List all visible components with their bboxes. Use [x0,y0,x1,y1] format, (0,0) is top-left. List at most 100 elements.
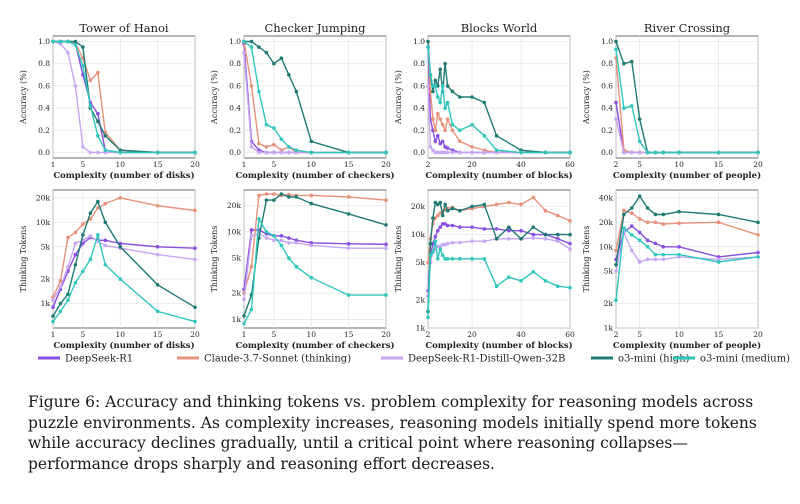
data-point [645,257,650,262]
data-point [279,137,284,141]
data-point [716,220,721,225]
data-point [73,230,78,235]
data-point [81,222,85,226]
data-point [431,216,435,220]
data-point [155,309,160,314]
data-point [96,111,100,116]
y-tick-label: 1k [41,299,51,308]
data-point [81,145,85,149]
data-point [543,208,548,213]
data-point [614,47,618,52]
data-point [629,59,634,64]
x-tick-label: 40 [516,160,526,169]
y-tick-label: 1k [604,324,614,333]
data-point [614,298,618,302]
x-tick-label: 2 [426,160,431,169]
data-point [445,208,450,213]
x-tick-label: 60 [565,160,575,169]
data-point [431,117,435,121]
data-point [287,150,291,155]
data-point [272,150,276,155]
y-tick-label: 0.0 [601,148,613,157]
x-tick-label: 10 [674,330,684,339]
data-point [677,150,681,155]
data-point [384,223,388,227]
data-point [346,293,351,297]
x-tick-label: 2 [614,160,619,169]
data-point [81,269,85,274]
data-point [531,195,536,200]
data-point [103,134,108,138]
data-point [51,305,55,310]
y-tick-label: 0.0 [413,148,425,157]
data-point [384,246,388,251]
data-point [279,56,284,60]
data-point [519,237,523,241]
data-point [438,67,443,72]
data-point [88,234,93,238]
x-tick-label: 20 [381,160,391,169]
data-point [614,262,618,267]
data-point [756,233,760,237]
chart-panel-4: 0.0 0.2 0.4 0.6 0.8 1.0 2 5 10 15 20 River Crossing… [582,21,763,181]
data-point [458,139,462,144]
data-point [443,61,447,66]
data-point [637,194,642,198]
data-point [103,243,108,248]
data-point [264,50,269,55]
data-point [443,202,447,207]
y-tick-label: 0.8 [229,59,241,68]
data-point [494,134,499,138]
data-point [555,232,560,237]
data-point [482,227,487,231]
data-point [431,148,435,153]
data-point [155,203,160,208]
legend: DeepSeek-R1 Claude-3.7-Sonnet (thinking) D… [38,354,790,365]
data-point [309,275,314,280]
chart-title: Blocks World [461,21,538,35]
data-point [96,233,100,237]
data-point [73,241,78,246]
chart-title: Tower of Hanoi [79,21,169,35]
data-point [431,250,435,254]
x-tick-label: 20 [753,330,763,339]
data-point [66,39,70,44]
data-point [629,104,634,108]
data-point [73,262,78,267]
data-point [445,84,450,88]
data-point [506,275,511,279]
data-point [264,122,269,127]
data-point [458,95,462,99]
y-tick-label: 0.6 [413,81,425,90]
x-tick-label: 20 [467,330,477,339]
data-point [242,321,246,326]
data-point [519,228,523,233]
data-point [96,134,100,138]
data-point [629,211,634,215]
data-point [81,233,85,237]
y-tick-label: 2k [416,295,426,304]
data-point [450,89,455,94]
data-point [346,195,351,199]
data-point [384,293,388,297]
data-point [346,212,351,216]
data-point [653,150,658,155]
data-point [756,250,760,255]
data-point [249,228,254,232]
data-point [677,252,681,257]
data-point [88,150,93,155]
y-tick-label: 40k [599,193,614,202]
data-point [193,305,197,310]
data-point [470,225,474,229]
data-point [470,257,474,261]
data-point [494,227,499,231]
data-point [614,117,618,121]
x-tick-label: 60 [565,330,575,339]
data-point [346,150,351,155]
x-tick-label: 15 [153,330,163,339]
data-point [272,61,276,66]
x-tick-label: 20 [190,160,200,169]
data-point [629,248,634,253]
data-point [242,50,246,55]
